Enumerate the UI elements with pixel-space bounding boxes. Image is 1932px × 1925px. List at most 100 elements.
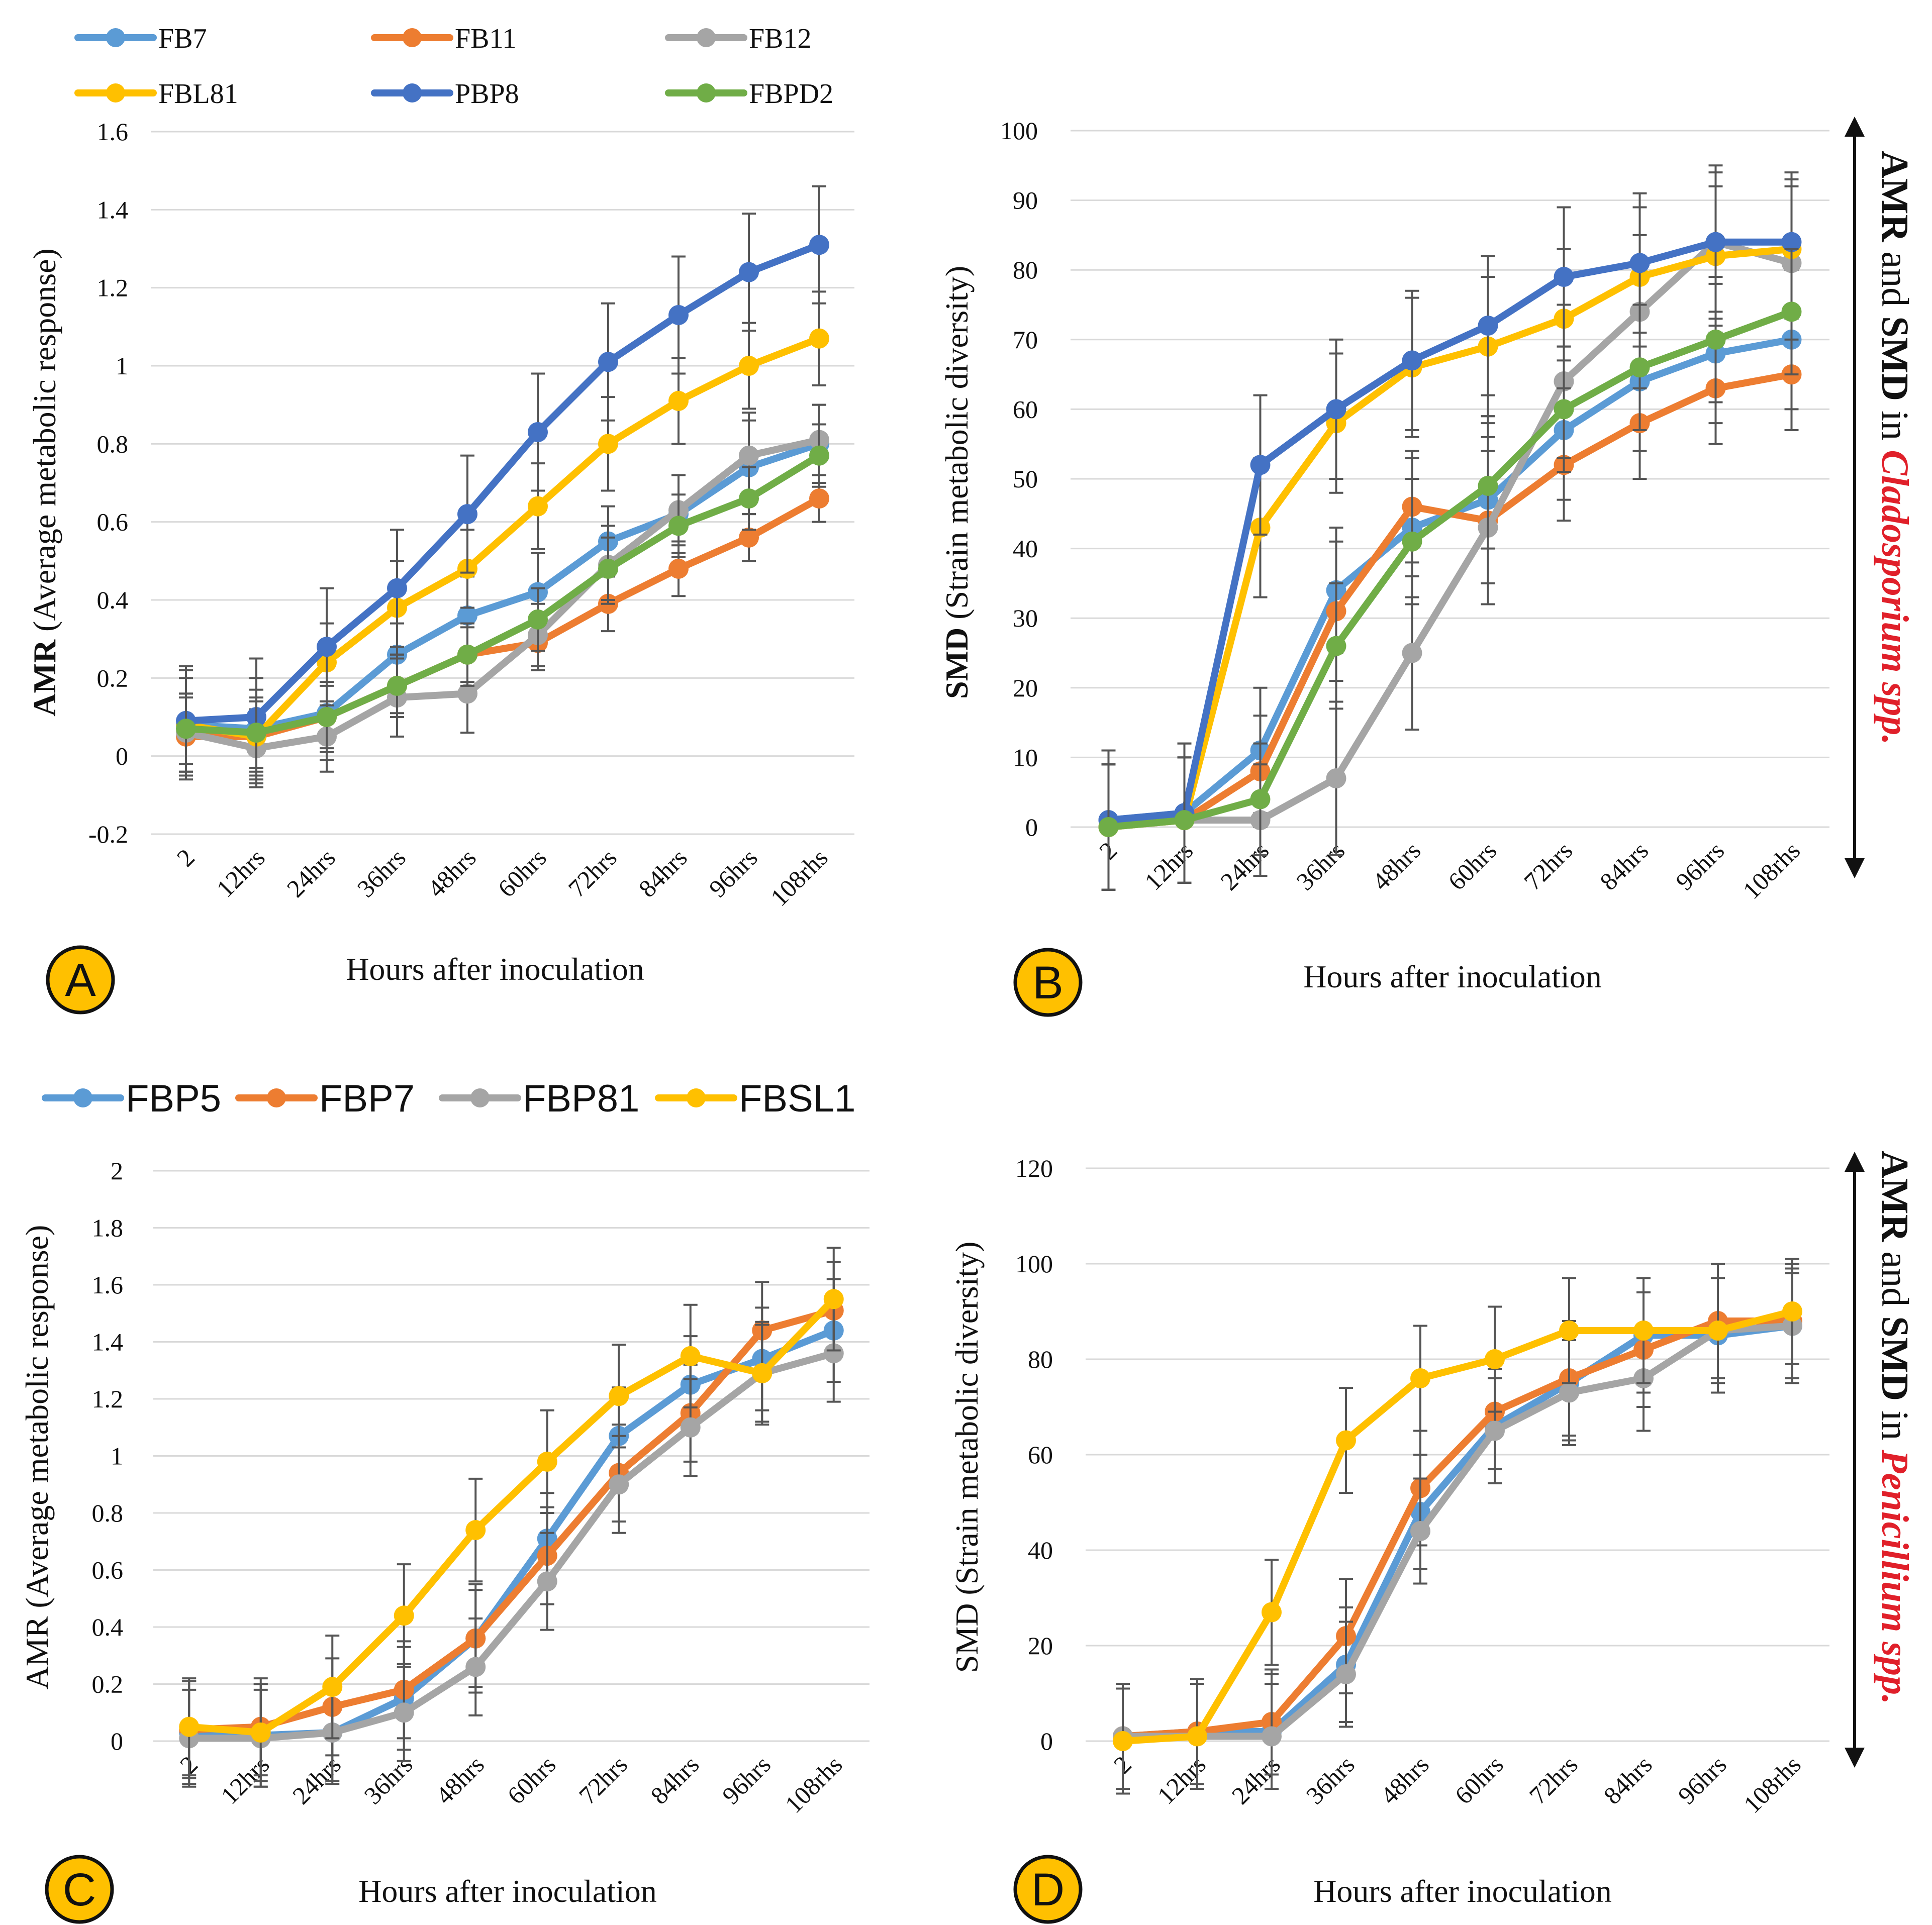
panel-c-xtick-label: 72hrs — [573, 1750, 633, 1809]
panel-b-xtick-label: 12hrs — [1139, 836, 1198, 895]
panel-a-legend-label-fb7: FB7 — [158, 23, 207, 54]
panel-b-point-pbp8 — [1781, 232, 1802, 252]
panel-a-point-pbp8 — [598, 352, 618, 372]
panel-b-point-fbpd2 — [1402, 531, 1422, 552]
panel-a-legend-marker-pbp8 — [403, 83, 422, 103]
panel-d-point-fbp81 — [1410, 1521, 1430, 1541]
panel-b-ytick-label: 20 — [1013, 674, 1038, 702]
panel-c-ylabel-rest: AMR (Average metabolic response) — [19, 1225, 55, 1690]
panel-c-xtick-label: 36hrs — [358, 1750, 418, 1809]
panel-a-point-fbpd2 — [246, 723, 266, 743]
panel-d-point-fbp81 — [1559, 1382, 1579, 1403]
panel-c-ytick-label: 1.6 — [92, 1271, 124, 1299]
panel-a-legend-marker-fb7 — [106, 28, 125, 47]
panel-d-point-fbsl1 — [1113, 1731, 1133, 1751]
panel-c-point-fbsl1 — [609, 1386, 629, 1406]
panel-a-legend-marker-fbl81 — [106, 83, 125, 103]
panel-c-chart: 00.20.40.60.811.21.41.61.822 12hrs 24hrs 36… — [19, 1077, 870, 1924]
panel-b-xtick-label: 36hrs — [1291, 836, 1350, 895]
panel-a-ytick-label: 0 — [116, 742, 128, 770]
panel-a-legend-label-fbpd2: FBPD2 — [749, 78, 833, 110]
panel-a-legend-label-fbl81: FBL81 — [158, 78, 238, 110]
panel-c-ytick-label: 1.4 — [92, 1328, 124, 1356]
panel-d-point-fbsl1 — [1410, 1368, 1430, 1388]
panel-a-point-fbpd2 — [668, 516, 689, 536]
panel-a-series-line-fbl81 — [182, 335, 823, 740]
panel-b-ytick-label: 10 — [1013, 743, 1038, 771]
panel-b-xtick-label: 72hrs — [1518, 836, 1578, 895]
panel-c-point-fbp81 — [680, 1417, 701, 1438]
panel-b-point-fbpd2 — [1250, 789, 1271, 809]
panel-b-point-pbp8 — [1402, 350, 1422, 371]
panel-d-xtick-label: 84hrs — [1598, 1750, 1658, 1809]
panel-c-point-fbp81 — [823, 1343, 844, 1364]
panel-b-ytick-label: 80 — [1013, 256, 1038, 284]
panel-d-xtick-label: 72hrs — [1524, 1750, 1583, 1809]
panel-d-xtick-label: 36hrs — [1301, 1750, 1360, 1809]
panel-b-series-line-fbpd2 — [1105, 308, 1795, 831]
panel-b-point-fbpd2 — [1478, 475, 1498, 496]
panel-c-xtick-label: 84hrs — [645, 1750, 704, 1809]
panel-d-ytick-label: 0 — [1040, 1727, 1053, 1755]
panel-b-ytick-label: 0 — [1025, 813, 1038, 841]
panel-b-ytick-label: 60 — [1013, 395, 1038, 423]
panel-a-ylabel-bold: AMR — [27, 639, 62, 717]
panel-d-series-line-fbp7 — [1119, 1318, 1796, 1740]
panel-a-xtick-label: 108rhs — [765, 843, 833, 911]
panel-d-ytick-label: 40 — [1028, 1536, 1053, 1564]
panel-c-legend-marker-fbp81 — [470, 1088, 490, 1107]
panel-b-xtick-label: 108rhs — [1737, 836, 1805, 904]
panel-b-series-line-fbl81 — [1105, 245, 1795, 831]
arrow-head-bottom-down — [1845, 1748, 1865, 1768]
panel-a-series-line-fbpd2 — [182, 452, 823, 737]
panel-c-legend-label-fbsl1: FBSL1 — [739, 1077, 855, 1120]
panel-a-xtick-label: 48hrs — [422, 843, 481, 902]
panel-a-legend-marker-fb11 — [403, 28, 422, 47]
panel-a-point-fbl81 — [598, 434, 618, 454]
panel-b-point-pbp8 — [1478, 316, 1498, 336]
panel-b-xtick-label: 84hrs — [1594, 836, 1654, 895]
panel-a-ytick-label: 1.4 — [97, 195, 129, 224]
panel-a-point-fbl81 — [739, 356, 759, 376]
panel-d-badge-circle — [1013, 1855, 1083, 1924]
panel-a-point-fb11 — [739, 527, 759, 548]
panel-a-ytick-label: 1 — [116, 352, 128, 380]
panel-a-point-fbpd2 — [317, 707, 337, 727]
panel-d-point-fbsl1 — [1187, 1726, 1207, 1747]
panel-b-series-line-fb11 — [1105, 371, 1795, 831]
panel-a-xtick-label: 36hrs — [352, 843, 411, 902]
arrow-head-top-down — [1845, 858, 1865, 878]
panel-b-point-fbpd2 — [1554, 399, 1574, 420]
panel-c-legend-label-fbp81: FBP81 — [523, 1077, 639, 1120]
panel-d-point-fbsl1 — [1336, 1430, 1356, 1451]
panel-b-ylabel-bold: SMD — [939, 628, 975, 699]
panel-b-point-fbpd2 — [1705, 329, 1726, 350]
panel-d-xtick-label: 24hrs — [1226, 1750, 1286, 1809]
panel-d-xtick-label: 60hrs — [1450, 1750, 1509, 1809]
arrow-head-top-up — [1845, 117, 1865, 137]
panel-a-ytick-label: 0.6 — [97, 508, 129, 536]
panel-d-series-line-fbp81 — [1119, 1322, 1796, 1740]
panel-c-legend-marker-fbp7 — [267, 1088, 286, 1107]
panel-c-ylabel: AMR (Average metabolic response) — [19, 1225, 55, 1690]
panel-c-xlabel: Hours after inoculation — [358, 1873, 657, 1909]
panel-d-series-line-fbp5 — [1119, 1322, 1796, 1740]
panel-b-point-pbp8 — [1705, 232, 1726, 252]
panel-d-ylabel: SMD (Strain metabolic diversity) — [949, 1242, 985, 1673]
panel-d-point-fbp81 — [1336, 1664, 1356, 1684]
side-label-bottom: AMR and SMD in Penicillium spp. — [1845, 1151, 1916, 1768]
panel-d-badge-label: D — [1031, 1864, 1065, 1915]
panel-a-point-pbp8 — [457, 504, 477, 525]
panel-a-xtick-label: 60hrs — [493, 843, 552, 902]
panel-b-point-pbp8 — [1554, 267, 1574, 287]
panel-b-badge-circle — [1013, 948, 1083, 1017]
panel-a-xtick-label: 72hrs — [563, 843, 622, 902]
panel-d-ylabel-rest: SMD (Strain metabolic diversity) — [949, 1242, 985, 1673]
panel-a-ytick-label: 0.2 — [97, 664, 129, 692]
panel-b-ylabel-rest: (Strain metabolic diversity) — [939, 266, 975, 628]
panel-d-xtick-label: 12hrs — [1152, 1750, 1211, 1809]
panel-d-point-fbsl1 — [1782, 1301, 1802, 1322]
panel-c-legend-marker-fbp5 — [73, 1088, 92, 1107]
panel-a-point-pbp8 — [739, 262, 759, 282]
